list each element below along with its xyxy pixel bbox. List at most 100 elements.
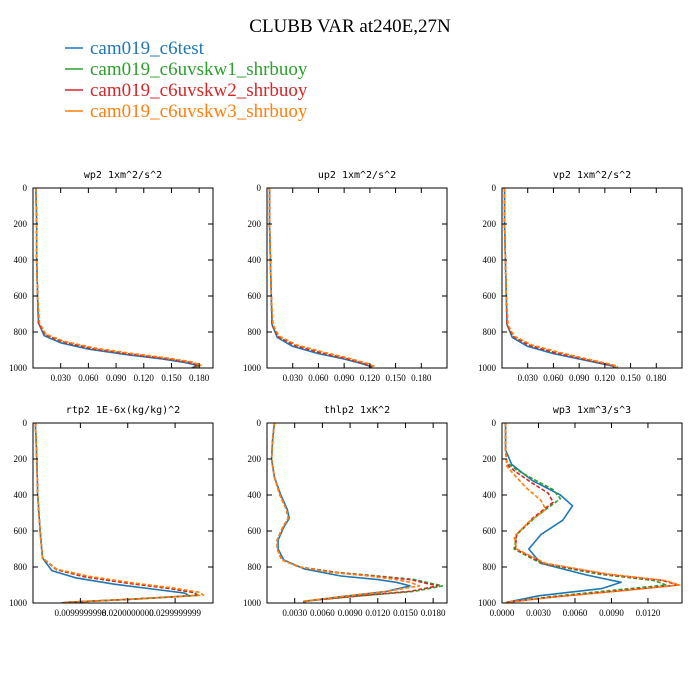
series-line	[34, 423, 205, 603]
y-tick-label: 200	[14, 454, 28, 464]
x-tick-label: 0.0299999999	[149, 608, 201, 618]
x-tick-label: 0.0090	[599, 608, 624, 618]
series-line	[35, 188, 199, 368]
legend-label: cam019_c6uvskw2_shrbuoy	[90, 80, 308, 101]
plot-frame	[501, 187, 683, 369]
y-tick-label: 600	[483, 526, 497, 536]
series-group	[268, 188, 375, 368]
panel: rtp2 1E-6x(kg/kg)^2 0 200 400 600 800 1000 0.00…	[9, 405, 214, 618]
y-tick-label: 400	[14, 490, 28, 500]
x-tick-label: 0.060	[543, 373, 564, 383]
y-tick-label: 600	[248, 526, 262, 536]
y-tick-label: 800	[248, 327, 262, 337]
x-tick-label: 0.030	[51, 373, 72, 383]
y-tick-label: 0	[257, 183, 262, 193]
y-tick-label: 600	[483, 291, 497, 301]
y-tick-label: 1000	[9, 363, 28, 373]
legend-item: cam019_c6test	[65, 38, 205, 59]
x-tick-label: 0.0000	[490, 608, 515, 618]
x-tick-label: 0.090	[334, 373, 355, 383]
series-group	[503, 188, 619, 368]
legend-item: cam019_c6uvskw2_shrbuoy	[65, 80, 308, 101]
y-tick-label: 400	[483, 255, 497, 265]
x-tick-label: 0.060	[78, 373, 99, 383]
series-group	[504, 423, 681, 603]
y-tick-label: 800	[14, 327, 28, 337]
series-line	[268, 188, 373, 368]
panel: up2 1xm^2/s^2 0 200 400 600 800 1000 0.030 0.060…	[243, 170, 448, 383]
series-group	[270, 423, 444, 603]
x-tick-label: 0.0099999998	[54, 608, 106, 618]
series-line	[34, 423, 200, 603]
y-tick-label: 600	[14, 291, 28, 301]
x-tick-label: 0.150	[161, 373, 182, 383]
series-line	[268, 188, 375, 368]
panel-title: thlp2 1xK^2	[324, 405, 390, 416]
x-tick-label: 0.180	[189, 373, 210, 383]
panel-title: wp2 1xm^2/s^2	[84, 170, 162, 181]
y-tick-label: 1000	[243, 363, 262, 373]
y-tick-label: 800	[483, 562, 497, 572]
x-tick-label: 0.0180	[421, 608, 446, 618]
y-tick-label: 200	[483, 454, 497, 464]
plot-frame	[32, 187, 214, 369]
panel: vp2 1xm^2/s^2 0 200 400 600 800 1000 0.030 0.060…	[478, 170, 683, 383]
series-line	[503, 188, 616, 368]
x-tick-label: 0.150	[620, 373, 641, 383]
series-line	[270, 423, 411, 603]
y-tick-label: 200	[248, 454, 262, 464]
series-line	[34, 423, 191, 603]
panel-title: vp2 1xm^2/s^2	[553, 170, 631, 181]
x-tick-label: 0.180	[646, 373, 667, 383]
y-tick-label: 400	[14, 255, 28, 265]
x-tick-label: 0.180	[411, 373, 432, 383]
y-tick-label: 0	[492, 418, 497, 428]
y-tick-label: 0	[23, 418, 28, 428]
legend-label: cam019_c6test	[90, 38, 205, 59]
plot-frame	[501, 422, 683, 604]
series-group	[34, 423, 205, 603]
y-tick-label: 1000	[478, 363, 497, 373]
x-tick-label: 0.0060	[563, 608, 588, 618]
y-tick-label: 1000	[478, 598, 497, 608]
series-line	[504, 423, 622, 603]
series-line	[270, 423, 421, 603]
x-tick-label: 0.0030	[526, 608, 551, 618]
x-tick-label: 0.0120	[365, 608, 390, 618]
series-line	[270, 423, 439, 603]
x-tick-label: 0.120	[134, 373, 155, 383]
x-tick-label: 0.0090	[338, 608, 363, 618]
panel-title: wp3 1xm^3/s^3	[553, 405, 631, 416]
x-tick-label: 0.120	[360, 373, 381, 383]
y-tick-label: 0	[23, 183, 28, 193]
x-tick-label: 0.030	[283, 373, 304, 383]
y-tick-label: 400	[248, 255, 262, 265]
y-tick-label: 1000	[243, 598, 262, 608]
series-group	[35, 188, 202, 368]
y-tick-label: 200	[483, 219, 497, 229]
y-tick-label: 800	[248, 562, 262, 572]
y-tick-label: 200	[14, 219, 28, 229]
series-line	[270, 423, 444, 603]
x-tick-label: 0.0200000000	[102, 608, 154, 618]
y-tick-label: 400	[483, 490, 497, 500]
x-tick-label: 0.090	[569, 373, 590, 383]
legend-label: cam019_c6uvskw1_shrbuoy	[90, 59, 308, 80]
y-tick-label: 800	[483, 327, 497, 337]
panel-title: rtp2 1E-6x(kg/kg)^2	[66, 405, 180, 416]
panel: wp2 1xm^2/s^2 0 200 400 600 800 1000 0.030 0.060…	[9, 170, 214, 383]
x-tick-label: 0.0150	[393, 608, 418, 618]
panels-grid: wp2 1xm^2/s^2 0 200 400 600 800 1000 0.030 0.060…	[9, 170, 683, 618]
plot-frame	[266, 187, 448, 369]
plot-frame	[266, 422, 448, 604]
series-line	[34, 423, 198, 603]
series-line	[504, 423, 680, 603]
panel: thlp2 1xK^2 0 200 400 600 800 1000 0.0030 0.0060…	[243, 405, 448, 618]
x-tick-label: 0.030	[518, 373, 539, 383]
x-tick-label: 0.0060	[310, 608, 335, 618]
legend-item: cam019_c6uvskw1_shrbuoy	[65, 59, 308, 80]
x-tick-label: 0.060	[308, 373, 329, 383]
x-tick-label: 0.0030	[282, 608, 307, 618]
